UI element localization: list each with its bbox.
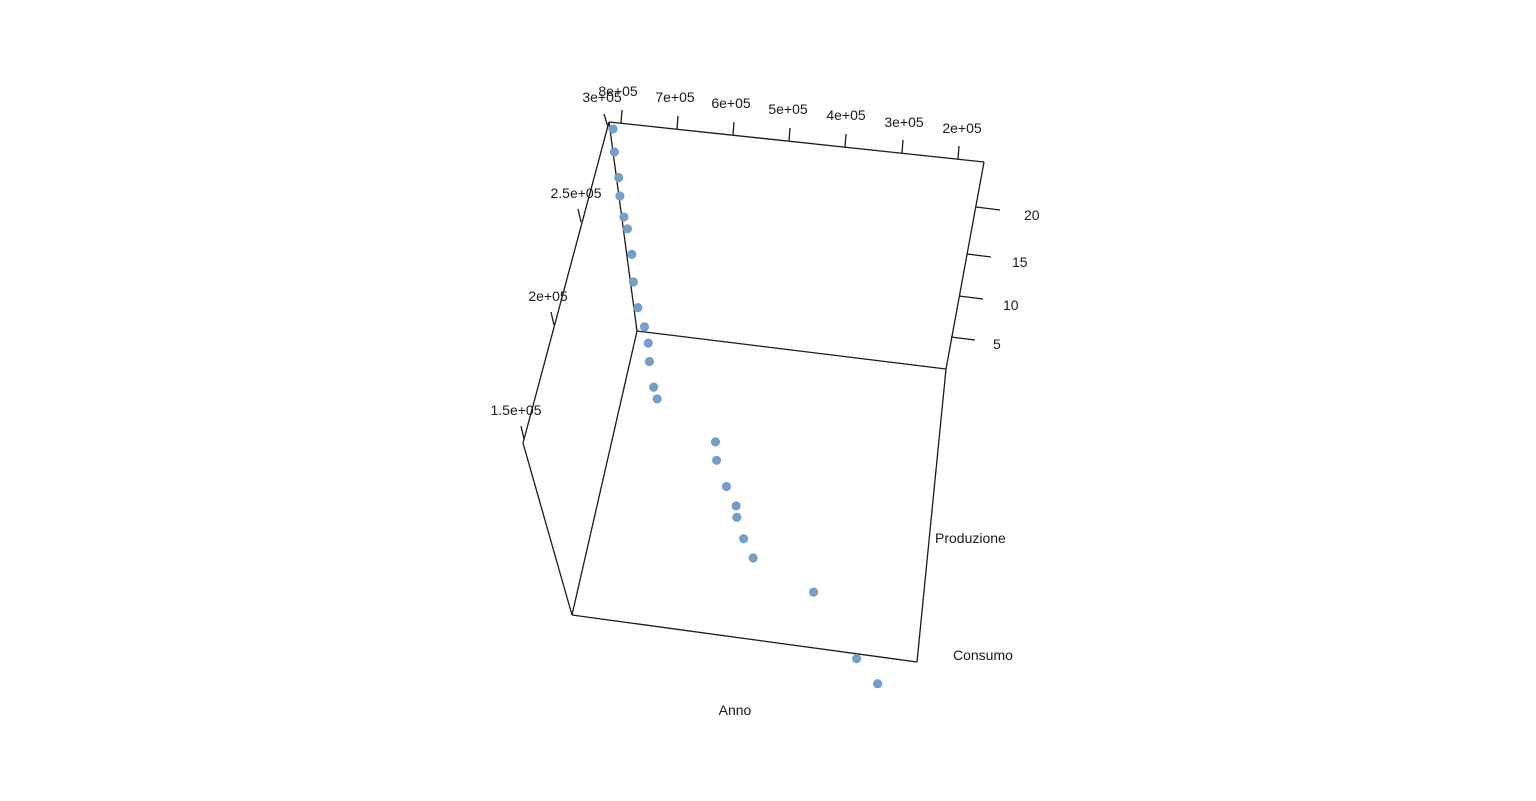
scatter-point: [732, 512, 742, 523]
z-tick-label: 1.5e+05: [491, 402, 542, 418]
z-axis-title: Consumo: [953, 647, 1013, 663]
box-edge-right-back: [945, 161, 985, 370]
y-tick-label: 6e+05: [711, 95, 751, 111]
box-edge-left-back: [608, 121, 638, 332]
scatter-point: [628, 277, 639, 287]
y-tick-label: 7e+05: [655, 89, 695, 105]
w-tick-label: 15: [1012, 254, 1028, 270]
scatter-point: [614, 173, 624, 183]
w-tick-mark: [975, 206, 1001, 211]
box-edge-left-top: [522, 121, 610, 444]
z-tick-mark: [520, 425, 525, 440]
z-tick-mark: [603, 113, 609, 128]
scatter-point: [615, 191, 625, 201]
scatter-point: [643, 338, 653, 348]
z-tick-label: 2e+05: [528, 288, 568, 304]
box-edge-mid-back: [636, 330, 947, 370]
scatter-point: [873, 679, 883, 689]
scatter-point: [609, 147, 620, 157]
box-edge-bottom-front: [571, 614, 918, 663]
scatter-point: [710, 437, 721, 447]
y-tick-mark: [676, 115, 679, 130]
scatter-point: [712, 455, 722, 465]
w-tick-label: 5: [993, 336, 1001, 352]
y-tick-label: 2e+05: [942, 120, 982, 136]
w-axis: 20 15 10 5: [950, 206, 1040, 352]
plot-box: [522, 121, 985, 663]
scatter-point: [639, 322, 650, 332]
y-tick-mark: [901, 139, 904, 154]
y-tick-mark: [620, 109, 623, 124]
z-tick-label: 3e+05: [582, 89, 622, 105]
y-tick-mark: [732, 121, 735, 136]
w-tick-label: 10: [1003, 297, 1019, 313]
scatter-point: [852, 654, 862, 664]
y-axis: 8e+05 7e+05 6e+05 5e+05 4e+05 3e+05 2e+0…: [598, 83, 982, 160]
scatter-point: [721, 481, 732, 492]
w-tick-mark: [950, 336, 976, 341]
scatter-points: [608, 124, 883, 689]
box-edge-right-front: [916, 368, 947, 663]
scatter-point: [627, 249, 637, 259]
scatter-point: [649, 382, 659, 392]
y-tick-label: 5e+05: [768, 101, 808, 117]
z-tick-label: 2.5e+05: [551, 185, 602, 201]
scatter-point: [622, 224, 633, 234]
w-tick-mark: [958, 295, 984, 300]
scatter-point: [633, 303, 643, 313]
z-tick-mark: [550, 311, 555, 326]
box-edge-left-front: [522, 442, 573, 616]
scatter-point: [652, 394, 662, 404]
x-axis-title: Anno: [719, 702, 752, 718]
scatter-point: [644, 356, 655, 367]
scatter-point: [809, 587, 819, 597]
scatter-point: [739, 534, 749, 544]
z-axis: 3e+05 2.5e+05 2e+05 1.5e+05: [491, 89, 622, 440]
y-tick-label: 8e+05: [598, 83, 638, 99]
y-tick-label: 3e+05: [884, 114, 924, 130]
w-tick-label: 20: [1024, 207, 1040, 223]
scatter-point: [748, 553, 758, 563]
scatter-point: [608, 124, 618, 134]
scatter-point: [731, 501, 741, 511]
z-tick-mark: [577, 208, 582, 223]
box-edge-top-back: [608, 121, 985, 163]
y-tick-mark: [788, 127, 791, 142]
y-axis-title: Produzione: [935, 530, 1006, 546]
w-tick-mark: [966, 253, 992, 258]
y-tick-label: 4e+05: [826, 107, 866, 123]
scatter-point: [619, 212, 629, 222]
y-tick-mark: [957, 145, 960, 160]
y-tick-mark: [844, 133, 847, 148]
box-edge-inner: [571, 330, 638, 616]
